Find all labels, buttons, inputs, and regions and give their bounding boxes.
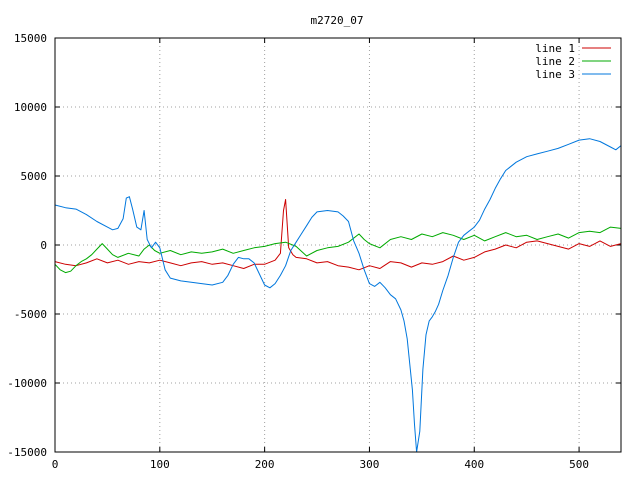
series-line-2 xyxy=(54,226,622,274)
legend-label: line 2 xyxy=(535,55,575,68)
series-lines xyxy=(54,138,622,453)
x-tick-label: 0 xyxy=(52,458,59,471)
x-tick-label: 500 xyxy=(569,458,589,471)
y-tick-label: 5000 xyxy=(21,170,48,183)
y-tick-label: -5000 xyxy=(14,308,47,321)
plot-frame xyxy=(54,37,622,453)
x-tick-label: 200 xyxy=(255,458,275,471)
x-tick-label: 300 xyxy=(360,458,380,471)
y-tick-label: 0 xyxy=(40,239,47,252)
tick-labels: 0 100 200 300 400 500 -15000 -10000 -5000 0 5000 10… xyxy=(7,32,589,471)
y-tick-label: 15000 xyxy=(14,32,47,45)
series-line-1 xyxy=(54,199,622,271)
legend-label: line 1 xyxy=(535,42,575,55)
x-tick-label: 100 xyxy=(150,458,170,471)
grid-lines xyxy=(55,38,621,452)
chart-title: m2720_07 xyxy=(311,14,364,27)
y-tick-label: 10000 xyxy=(14,101,47,114)
y-tick-label: -15000 xyxy=(7,446,47,459)
x-tick-label: 400 xyxy=(464,458,484,471)
legend-label: line 3 xyxy=(535,68,575,81)
y-tick-label: -10000 xyxy=(7,377,47,390)
series-line-3 xyxy=(54,138,622,453)
